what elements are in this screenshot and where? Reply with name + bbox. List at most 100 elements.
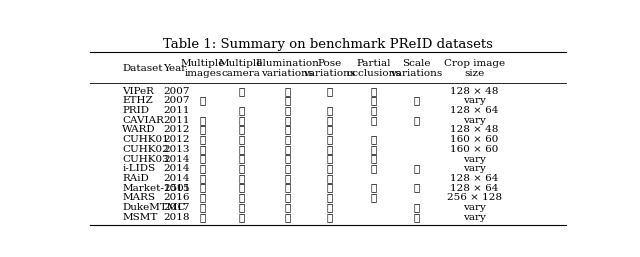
Text: 2014: 2014	[163, 174, 190, 183]
Text: ✓: ✓	[371, 193, 377, 202]
Text: ✓: ✓	[371, 184, 377, 193]
Text: ✓: ✓	[200, 135, 206, 144]
Text: ✓: ✓	[371, 135, 377, 144]
Text: ✓: ✓	[200, 116, 206, 125]
Text: ✓: ✓	[413, 96, 419, 105]
Text: Multiple
images: Multiple images	[181, 59, 225, 78]
Text: ✓: ✓	[200, 164, 206, 173]
Text: ✓: ✓	[200, 193, 206, 202]
Text: ✓: ✓	[284, 193, 291, 202]
Text: 2017: 2017	[163, 203, 190, 212]
Text: ✓: ✓	[284, 135, 291, 144]
Text: CAVIAR: CAVIAR	[122, 116, 164, 125]
Text: DukeMTMC: DukeMTMC	[122, 203, 186, 212]
Text: ✓: ✓	[326, 184, 333, 193]
Text: ✓: ✓	[413, 203, 419, 212]
Text: 160 × 60: 160 × 60	[450, 135, 499, 144]
Text: RAiD: RAiD	[122, 174, 149, 183]
Text: ✓: ✓	[284, 125, 291, 134]
Text: ✓: ✓	[200, 154, 206, 163]
Text: ✓: ✓	[200, 203, 206, 212]
Text: ✓: ✓	[413, 213, 419, 222]
Text: ✓: ✓	[371, 116, 377, 125]
Text: ✓: ✓	[238, 174, 244, 183]
Text: ✓: ✓	[326, 125, 333, 134]
Text: ✓: ✓	[238, 106, 244, 115]
Text: ✓: ✓	[326, 87, 333, 96]
Text: ✓: ✓	[413, 116, 419, 125]
Text: 2007: 2007	[163, 87, 190, 96]
Text: ✓: ✓	[238, 145, 244, 154]
Text: ✓: ✓	[284, 87, 291, 96]
Text: ✓: ✓	[284, 213, 291, 222]
Text: ✓: ✓	[326, 154, 333, 163]
Text: Year: Year	[163, 64, 187, 73]
Text: 160 × 60: 160 × 60	[450, 145, 499, 154]
Text: 128 × 48: 128 × 48	[450, 125, 499, 134]
Text: ✓: ✓	[371, 96, 377, 105]
Text: 128 × 48: 128 × 48	[450, 87, 499, 96]
Text: ✓: ✓	[200, 213, 206, 222]
Text: WARD: WARD	[122, 125, 156, 134]
Text: ✓: ✓	[371, 145, 377, 154]
Text: CUHK02: CUHK02	[122, 145, 169, 154]
Text: ✓: ✓	[284, 174, 291, 183]
Text: ✓: ✓	[200, 174, 206, 183]
Text: Crop image
size: Crop image size	[444, 59, 505, 78]
Text: ✓: ✓	[238, 154, 244, 163]
Text: CUHK03: CUHK03	[122, 154, 169, 163]
Text: ✓: ✓	[284, 164, 291, 173]
Text: i-LIDS: i-LIDS	[122, 164, 156, 173]
Text: ✓: ✓	[284, 96, 291, 105]
Text: 128 × 64: 128 × 64	[450, 106, 499, 115]
Text: vary: vary	[463, 116, 486, 125]
Text: ETHZ: ETHZ	[122, 96, 153, 105]
Text: 2014: 2014	[163, 154, 190, 163]
Text: Pose
variations: Pose variations	[303, 59, 356, 78]
Text: Dataset: Dataset	[122, 64, 163, 73]
Text: 2007: 2007	[163, 96, 190, 105]
Text: 2014: 2014	[163, 164, 190, 173]
Text: ✓: ✓	[326, 116, 333, 125]
Text: 2012: 2012	[163, 125, 190, 134]
Text: 2013: 2013	[163, 145, 190, 154]
Text: ✓: ✓	[238, 164, 244, 173]
Text: 2018: 2018	[163, 213, 190, 222]
Text: 2015: 2015	[163, 184, 190, 193]
Text: ✓: ✓	[371, 164, 377, 173]
Text: ✓: ✓	[326, 145, 333, 154]
Text: vary: vary	[463, 154, 486, 163]
Text: ✓: ✓	[413, 164, 419, 173]
Text: ✓: ✓	[284, 184, 291, 193]
Text: ✓: ✓	[326, 174, 333, 183]
Text: VIPeR: VIPeR	[122, 87, 154, 96]
Text: 2011: 2011	[163, 116, 190, 125]
Text: ✓: ✓	[371, 87, 377, 96]
Text: ✓: ✓	[326, 135, 333, 144]
Text: ✓: ✓	[200, 145, 206, 154]
Text: ✓: ✓	[326, 164, 333, 173]
Text: 2012: 2012	[163, 135, 190, 144]
Text: ✓: ✓	[200, 125, 206, 134]
Text: ✓: ✓	[238, 135, 244, 144]
Text: 128 × 64: 128 × 64	[450, 184, 499, 193]
Text: ✓: ✓	[326, 213, 333, 222]
Text: Multiple
camera: Multiple camera	[219, 59, 264, 78]
Text: ✓: ✓	[371, 154, 377, 163]
Text: ✓: ✓	[238, 125, 244, 134]
Text: ✓: ✓	[200, 96, 206, 105]
Text: Scale
variations: Scale variations	[390, 59, 442, 78]
Text: ✓: ✓	[284, 203, 291, 212]
Text: ✓: ✓	[326, 203, 333, 212]
Text: 2016: 2016	[163, 193, 190, 202]
Text: PRID: PRID	[122, 106, 149, 115]
Text: Market-1501: Market-1501	[122, 184, 191, 193]
Text: ✓: ✓	[238, 193, 244, 202]
Text: 2011: 2011	[163, 106, 190, 115]
Text: ✓: ✓	[284, 145, 291, 154]
Text: vary: vary	[463, 213, 486, 222]
Text: ✓: ✓	[284, 116, 291, 125]
Text: ✓: ✓	[238, 116, 244, 125]
Text: ✓: ✓	[326, 193, 333, 202]
Text: ✓: ✓	[371, 106, 377, 115]
